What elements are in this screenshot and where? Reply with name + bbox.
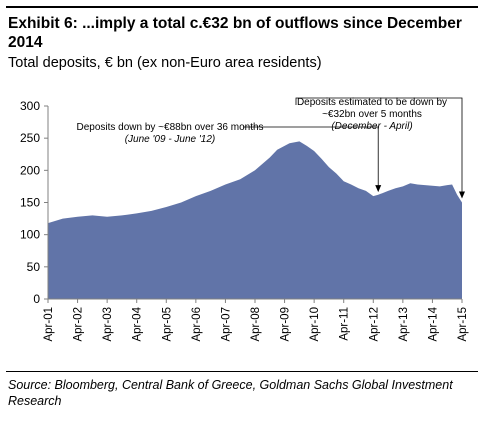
annotation-2-arrowhead — [459, 191, 465, 199]
x-tick-label: Apr-03 — [102, 307, 114, 342]
annotation-1-line: (June '09 - June '12) — [125, 134, 216, 145]
x-tick-label: Apr-13 — [398, 307, 410, 342]
annotation-2-line: Deposits estimated to be down by — [297, 97, 447, 108]
annotation-1-arrowhead — [375, 185, 382, 193]
annotation-2-leader — [295, 97, 463, 195]
x-tick-label: Apr-07 — [220, 307, 232, 342]
chart-container: 0 50 100 150 200 250 300 Apr-01 Apr-02 Apr-03 Apr… — [0, 86, 483, 376]
x-tick-label: Apr-06 — [191, 307, 203, 342]
x-tick-label: Apr-10 — [309, 307, 321, 342]
x-tick-label: Apr-14 — [427, 306, 439, 341]
annotation-2-text: Deposits estimated to be down by ~€32bn o… — [297, 97, 447, 132]
annotation-1-leader — [243, 126, 379, 189]
x-tick-label: Apr-02 — [73, 307, 85, 342]
exhibit-title: Exhibit 6: ...imply a total c.€32 bn of … — [8, 15, 462, 51]
x-tick-label: Apr-15 — [457, 307, 469, 342]
y-tick-label: 300 — [20, 99, 40, 113]
chart-subtitle: Total deposits, € bn (ex non-Euro area r… — [8, 55, 322, 71]
x-tick-label: Apr-01 — [43, 307, 55, 342]
annotation-1-text: Deposits down by ~€88bn over 36 months (J… — [76, 122, 263, 145]
top-rule — [6, 6, 478, 8]
y-tick-label: 0 — [33, 292, 40, 306]
y-tick-label: 100 — [20, 228, 40, 242]
deposits-area — [48, 141, 462, 299]
x-tick-label: Apr-05 — [161, 307, 173, 342]
x-tick-label: Apr-09 — [280, 307, 292, 342]
bottom-rule — [6, 371, 478, 372]
y-tick-label: 200 — [20, 163, 40, 177]
x-tick-label: Apr-04 — [132, 306, 144, 341]
annotation-1-line: Deposits down by ~€88bn over 36 months — [76, 122, 263, 133]
y-tick-label: 150 — [20, 196, 40, 210]
x-tick-label: Apr-11 — [339, 307, 351, 341]
deposits-area-chart: 0 50 100 150 200 250 300 Apr-01 Apr-02 Apr-03 Apr… — [20, 97, 469, 342]
x-tick-label: Apr-12 — [368, 307, 380, 342]
y-tick-label: 250 — [20, 131, 40, 145]
x-tick-label: Apr-08 — [250, 307, 262, 342]
annotation-2-line: ~€32bn over 5 months — [322, 109, 422, 120]
y-tick-label: 50 — [27, 260, 41, 274]
source-note: Source: Bloomberg, Central Bank of Greec… — [8, 378, 453, 408]
annotation-2-line: (December - April) — [331, 121, 412, 132]
